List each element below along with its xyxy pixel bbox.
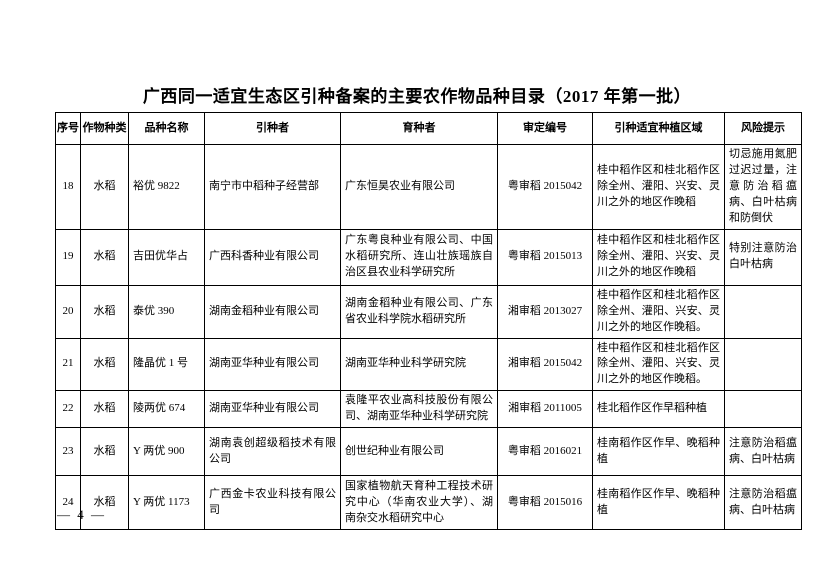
cell-approval: 湘审稻 2013027 [497,284,593,339]
cell-breeder: 湖南亚华种业科学研究院 [340,337,498,392]
cell-variety: Y 两优 1173 [128,475,205,531]
cell-risk [724,284,802,339]
header-suitable-region: 引种适宜种植区域 [592,112,725,145]
cell-approval: 湘审稻 2015042 [497,337,593,392]
cell-breeder: 创世纪种业有限公司 [340,427,498,477]
cell-region: 桂中稻作区和桂北稻作区除全州、灌阳、兴安、灵川之外的地区作晚稻。 [592,337,725,392]
cell-approval: 粤审稻 2016021 [497,427,593,477]
cell-risk [724,390,802,429]
cell-introducer: 湖南袁创超级稻技术有限公司 [204,427,341,477]
table-row: 20 水稻 泰优 390 湖南金稻种业有限公司 湖南金稻种业有限公司、广东省农业… [55,284,802,339]
cell-region: 桂南稻作区作早、晚稻种植 [592,475,725,531]
table-row: 23 水稻 Y 两优 900 湖南袁创超级稻技术有限公司 创世纪种业有限公司 粤… [55,427,802,477]
cell-region: 桂中稻作区和桂北稻作区除全州、灌阳、兴安、灵川之外的地区作晚稻 [592,228,725,286]
header-introducer: 引种者 [204,112,341,145]
cell-region: 桂中稻作区和桂北稻作区除全州、灌阳、兴安、灵川之外的地区作晚稻 [592,144,725,230]
cell-seq: 21 [55,337,81,392]
cell-risk [724,337,802,392]
cell-breeder: 广东恒昊农业有限公司 [340,144,498,230]
header-crop-type: 作物种类 [80,112,129,145]
cell-risk: 注意防治稻瘟病、白叶枯病 [724,427,802,477]
cell-variety: 隆晶优 1 号 [128,337,205,392]
table-row: 19 水稻 吉田优华占 广西科香种业有限公司 广东粤良种业有限公司、中国水稻研究… [55,228,802,286]
header-risk-notice: 风险提示 [724,112,802,145]
table-row: 24 水稻 Y 两优 1173 广西金卡农业科技有限公司 国家植物航天育种工程技… [55,475,802,531]
header-breeder: 育种者 [340,112,498,145]
cell-seq: 18 [55,144,81,230]
cell-risk: 特别注意防治白叶枯病 [724,228,802,286]
table-row: 18 水稻 裕优 9822 南宁市中稻种子经营部 广东恒昊农业有限公司 粤审稻 … [55,144,802,230]
header-variety-name: 品种名称 [128,112,205,145]
cell-region: 桂南稻作区作早、晚稻种植 [592,427,725,477]
cell-breeder: 湖南金稻种业有限公司、广东省农业科学院水稻研究所 [340,284,498,339]
cell-breeder: 袁隆平农业高科技股份有限公司、湖南亚华种业科学研究院 [340,390,498,429]
cell-approval: 粤审稻 2015013 [497,228,593,286]
cell-introducer: 湖南亚华种业有限公司 [204,390,341,429]
cell-risk: 切忌施用氮肥过迟过量，注意防治稻瘟病、白叶枯病和防倒伏 [724,144,802,230]
table-header-row: 序号 作物种类 品种名称 引种者 育种者 审定编号 引种适宜种植区域 风险提示 [55,112,802,145]
cell-crop: 水稻 [80,427,129,477]
cell-seq: 19 [55,228,81,286]
cell-introducer: 广西科香种业有限公司 [204,228,341,286]
cell-breeder: 广东粤良种业有限公司、中国水稻研究所、连山壮族瑶族自治区县农业科学研究所 [340,228,498,286]
page-title: 广西同一适宜生态区引种备案的主要农作物品种目录（2017 年第一批） [142,87,692,106]
cell-risk: 注意防治稻瘟病、白叶枯病 [724,475,802,531]
header-approval-no: 审定编号 [497,112,593,145]
cell-introducer: 南宁市中稻种子经营部 [204,144,341,230]
cell-approval: 粤审稻 2015016 [497,475,593,531]
cell-region: 桂中稻作区和桂北稻作区除全州、灌阳、兴安、灵川之外的地区作晚稻。 [592,284,725,339]
cell-approval: 粤审稻 2015042 [497,144,593,230]
cell-variety: Y 两优 900 [128,427,205,477]
page-number: — 4 — [57,507,106,522]
table-row: 22 水稻 陵两优 674 湖南亚华种业有限公司 袁隆平农业高科技股份有限公司、… [55,390,802,429]
cell-seq: 20 [55,284,81,339]
cell-introducer: 广西金卡农业科技有限公司 [204,475,341,531]
cell-seq: 22 [55,390,81,429]
cell-breeder: 国家植物航天育种工程技术研究中心（华南农业大学）、湖南杂交水稻研究中心 [340,475,498,531]
cell-crop: 水稻 [80,284,129,339]
cell-variety: 陵两优 674 [128,390,205,429]
cell-crop: 水稻 [80,337,129,392]
cell-crop: 水稻 [80,390,129,429]
cell-crop: 水稻 [80,228,129,286]
cell-approval: 湘审稻 2011005 [497,390,593,429]
table-row: 21 水稻 隆晶优 1 号 湖南亚华种业有限公司 湖南亚华种业科学研究院 湘审稻… [55,337,802,392]
cell-seq: 24 [55,475,81,531]
cell-seq: 23 [55,427,81,477]
variety-catalog-table: 序号 作物种类 品种名称 引种者 育种者 审定编号 引种适宜种植区域 风险提示 … [55,112,802,531]
cell-variety: 泰优 390 [128,284,205,339]
header-seq: 序号 [55,112,81,145]
cell-introducer: 湖南亚华种业有限公司 [204,337,341,392]
cell-crop: 水稻 [80,144,129,230]
cell-variety: 吉田优华占 [128,228,205,286]
cell-region: 桂北稻作区作早稻种植 [592,390,725,429]
cell-variety: 裕优 9822 [128,144,205,230]
cell-introducer: 湖南金稻种业有限公司 [204,284,341,339]
